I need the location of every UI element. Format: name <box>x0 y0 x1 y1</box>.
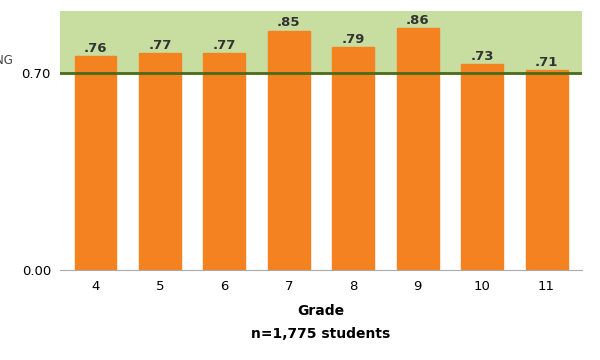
Bar <box>203 53 245 270</box>
Text: .86: .86 <box>406 14 430 27</box>
Text: .73: .73 <box>470 50 494 63</box>
Bar <box>268 31 310 270</box>
Bar <box>397 28 439 270</box>
Text: Grade: Grade <box>298 304 344 318</box>
Bar <box>461 64 503 270</box>
Text: .85: .85 <box>277 17 301 30</box>
Text: .77: .77 <box>212 39 236 52</box>
Text: n=1,775 students: n=1,775 students <box>251 327 391 341</box>
Text: STRONG: STRONG <box>0 54 13 67</box>
Text: .71: .71 <box>535 56 558 69</box>
Text: .77: .77 <box>148 39 172 52</box>
Bar <box>332 48 374 270</box>
Text: .79: .79 <box>341 33 365 46</box>
Bar <box>526 70 568 270</box>
Bar <box>74 56 116 270</box>
Bar <box>60 11 582 73</box>
Text: .76: .76 <box>83 42 107 55</box>
Bar <box>139 53 181 270</box>
